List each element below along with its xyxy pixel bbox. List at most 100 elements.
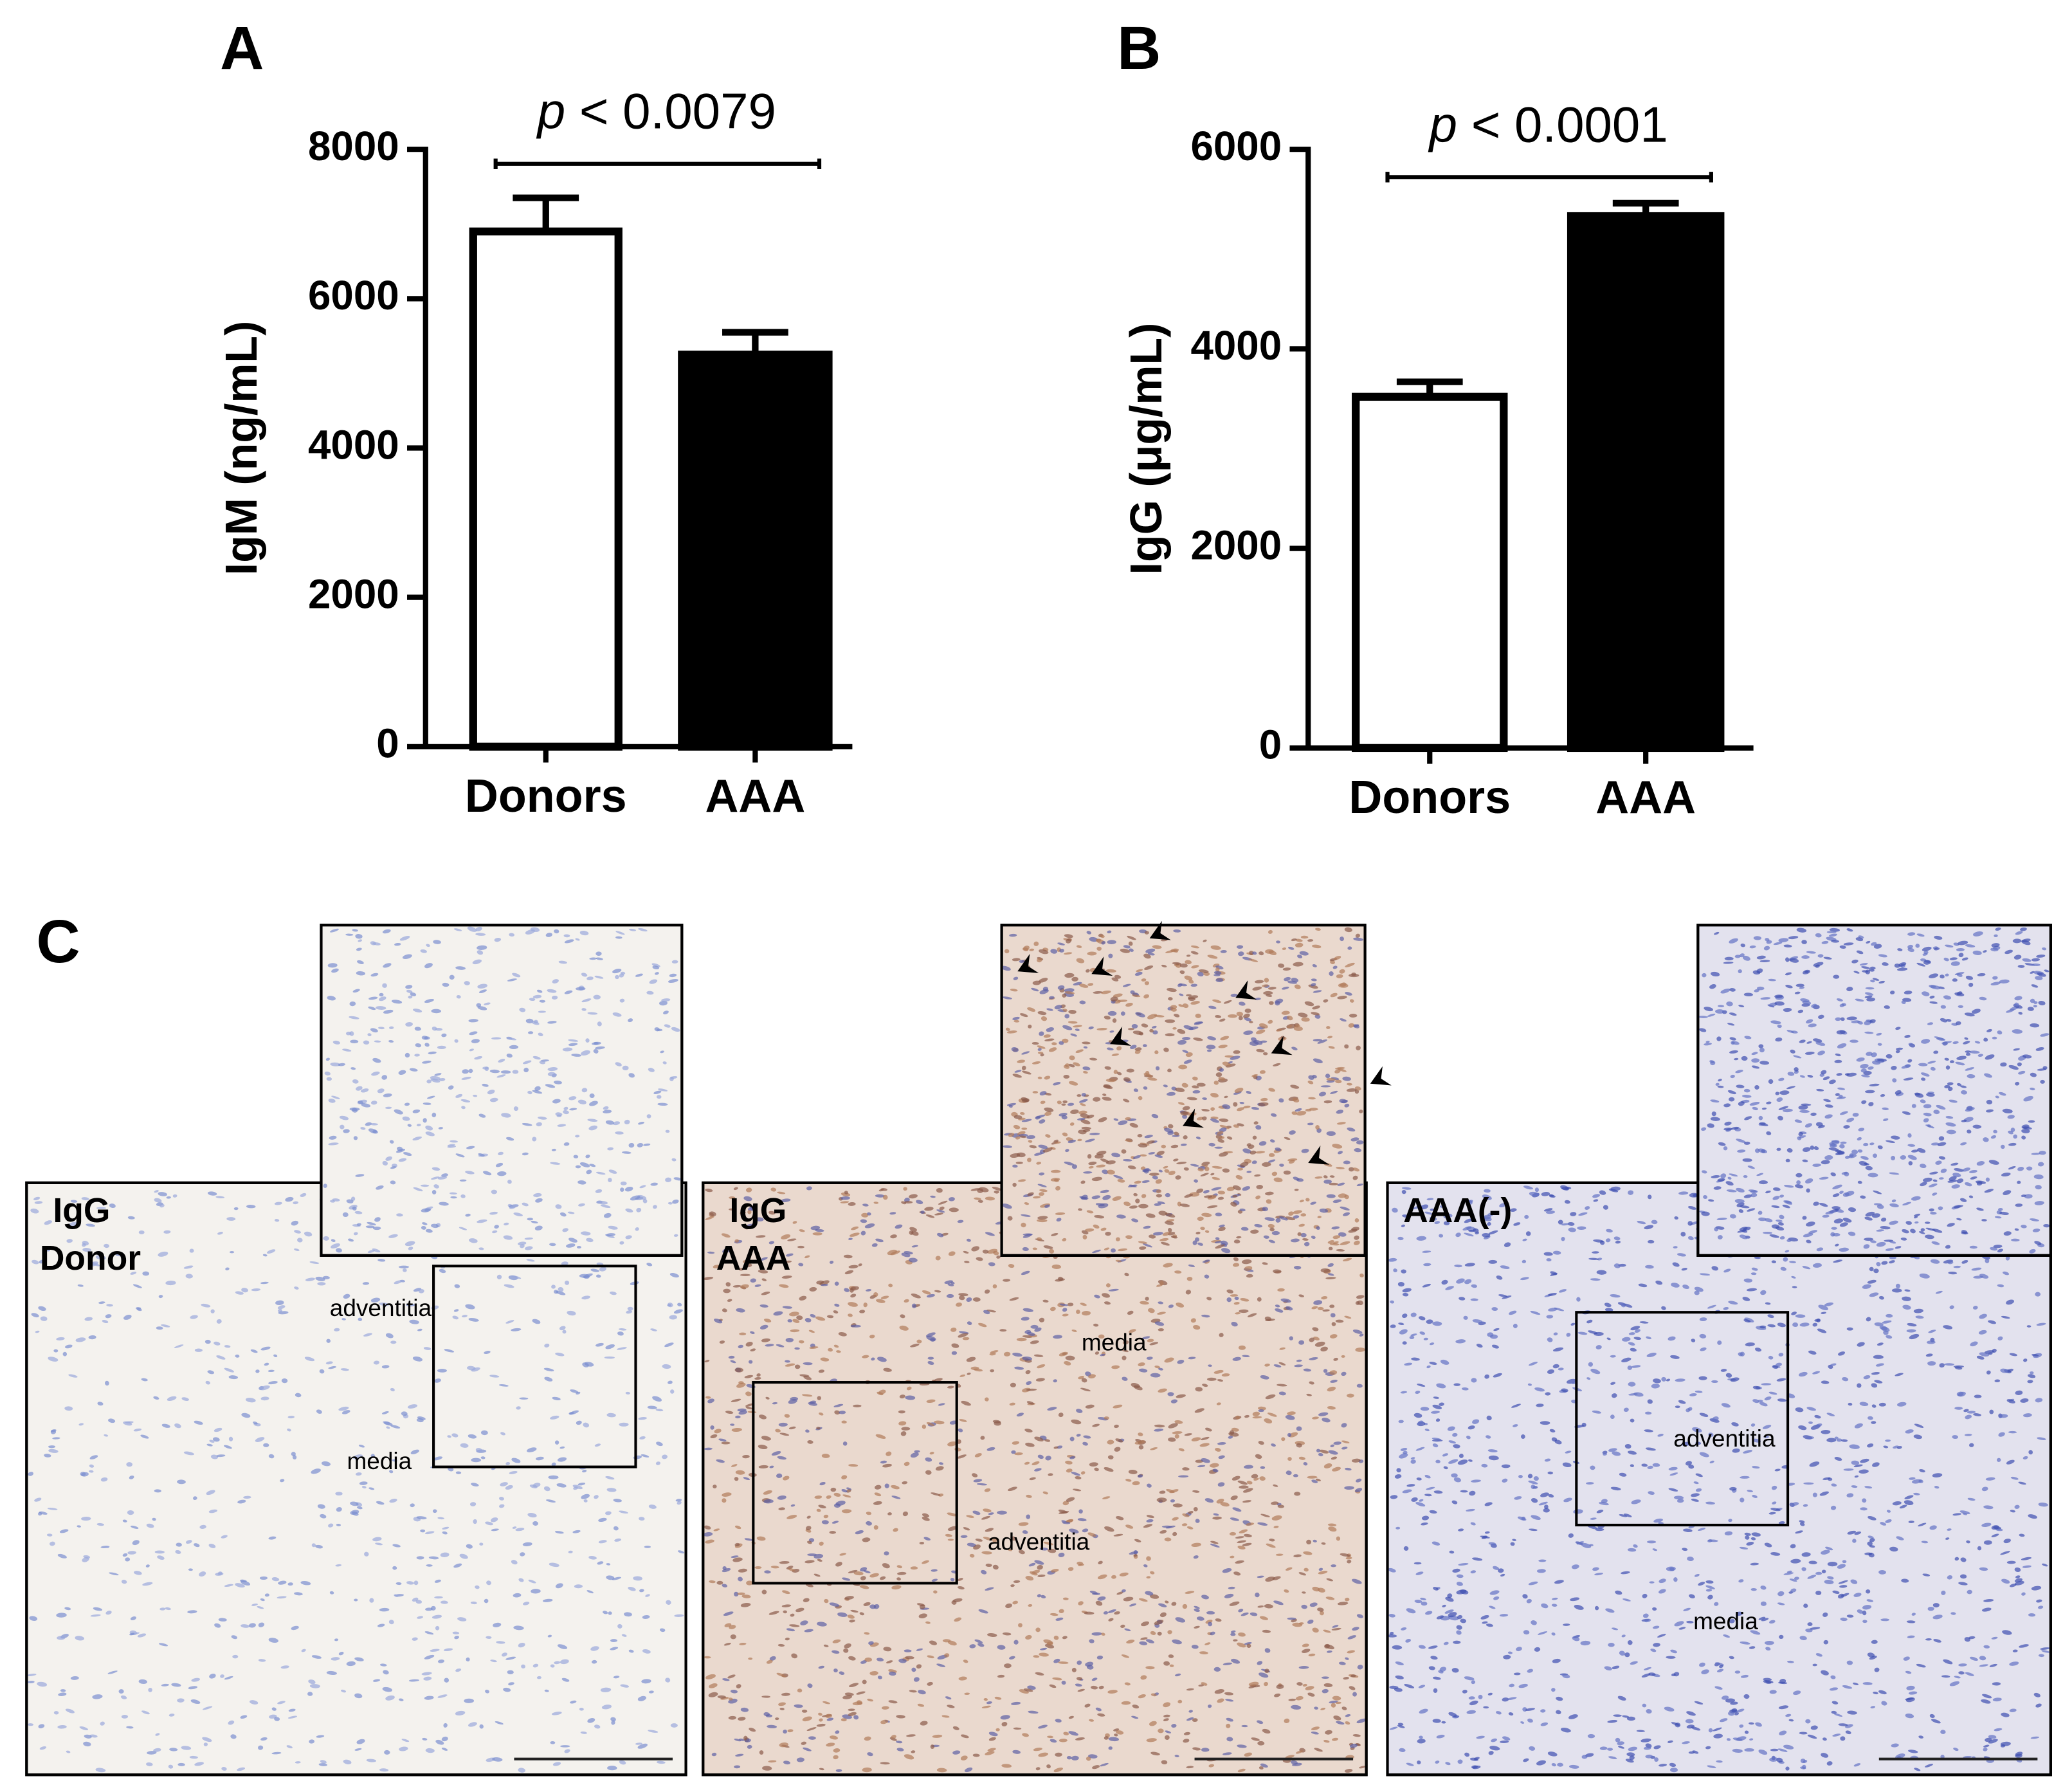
cell	[547, 1072, 556, 1077]
cell	[355, 1472, 362, 1476]
cell	[1230, 1632, 1236, 1636]
cell	[1244, 1465, 1253, 1469]
cell	[177, 1698, 185, 1703]
cell	[355, 1174, 365, 1177]
cell	[260, 1346, 271, 1351]
cell	[224, 1367, 234, 1373]
cell	[377, 1623, 385, 1627]
tissue-label: media	[1082, 1329, 1147, 1355]
cell	[589, 957, 597, 960]
cell	[370, 1101, 377, 1105]
cell	[159, 1607, 166, 1611]
cell	[1287, 1457, 1292, 1461]
cell	[434, 1579, 441, 1583]
cell	[39, 1746, 47, 1750]
cell	[177, 1479, 186, 1485]
cell	[190, 1315, 198, 1319]
cell	[981, 1515, 990, 1520]
cell	[635, 1227, 639, 1231]
cell	[413, 1009, 423, 1013]
cell	[425, 1131, 435, 1137]
cell	[1332, 1737, 1339, 1741]
cell	[257, 1605, 264, 1609]
cell	[431, 1223, 439, 1229]
cell	[702, 1276, 714, 1280]
cell	[209, 1673, 216, 1679]
cell	[882, 1563, 890, 1569]
cell	[260, 1598, 265, 1602]
cell	[636, 1207, 642, 1212]
cell	[425, 1125, 433, 1131]
cell	[597, 1561, 604, 1565]
cell	[864, 1632, 870, 1635]
cell	[554, 1440, 559, 1445]
cell	[388, 1620, 394, 1625]
cell	[606, 1563, 611, 1566]
cell	[625, 1235, 632, 1239]
cell	[512, 1526, 517, 1529]
cell	[167, 1396, 177, 1402]
cell	[666, 1600, 671, 1605]
cell	[558, 1286, 564, 1292]
cell	[433, 940, 441, 944]
cell	[321, 1461, 331, 1467]
cell	[550, 1664, 555, 1668]
cell	[464, 981, 470, 985]
cell	[280, 1479, 285, 1483]
cell	[331, 968, 339, 973]
cell	[637, 1122, 644, 1125]
y-tick-label: 0	[376, 721, 399, 767]
cell	[733, 1187, 738, 1191]
cell	[848, 1302, 858, 1307]
cell	[1091, 1632, 1102, 1636]
cell	[1453, 1640, 1461, 1644]
cell	[274, 1717, 280, 1721]
cell	[814, 1495, 822, 1499]
cell	[588, 1555, 597, 1560]
cell	[441, 1173, 448, 1177]
cell	[340, 1124, 345, 1129]
cell	[145, 1564, 150, 1568]
cell	[331, 1243, 340, 1248]
cell	[585, 1038, 590, 1043]
cell	[398, 1158, 407, 1162]
cell	[511, 1458, 521, 1463]
cell	[183, 1265, 194, 1269]
cell	[451, 1433, 459, 1438]
cell	[194, 1762, 204, 1766]
cell	[1104, 1526, 1114, 1532]
cell	[221, 1535, 228, 1539]
cell	[415, 1600, 423, 1604]
cell	[518, 1642, 525, 1648]
cell	[524, 1237, 533, 1240]
cell	[1237, 1744, 1247, 1748]
cell	[536, 1676, 541, 1679]
cell	[109, 1572, 119, 1576]
cell	[130, 1272, 137, 1275]
cell	[274, 1219, 280, 1222]
cell	[1827, 1562, 1838, 1567]
bar	[469, 227, 623, 751]
x-tick-label: AAA	[1595, 772, 1696, 823]
cell	[462, 1315, 468, 1318]
y-axis-label: IgM (ng/mL)	[216, 321, 266, 576]
cell	[385, 1156, 392, 1161]
cell	[480, 1456, 486, 1459]
cell	[1258, 1441, 1264, 1445]
cell	[557, 1457, 567, 1462]
cell	[37, 1681, 48, 1687]
cell	[98, 1301, 105, 1304]
cell	[647, 1405, 657, 1409]
cell	[557, 1124, 567, 1127]
cell	[215, 1572, 224, 1576]
tissue-label: media	[347, 1448, 412, 1474]
cell	[555, 1352, 565, 1357]
cell	[358, 1317, 363, 1321]
cell	[408, 1247, 413, 1250]
cell	[44, 1220, 52, 1225]
cell	[352, 1454, 363, 1459]
cell	[246, 1205, 256, 1209]
significance-label: p < 0.0001	[1428, 96, 1668, 152]
cell	[739, 1642, 747, 1645]
cell	[229, 1251, 235, 1254]
